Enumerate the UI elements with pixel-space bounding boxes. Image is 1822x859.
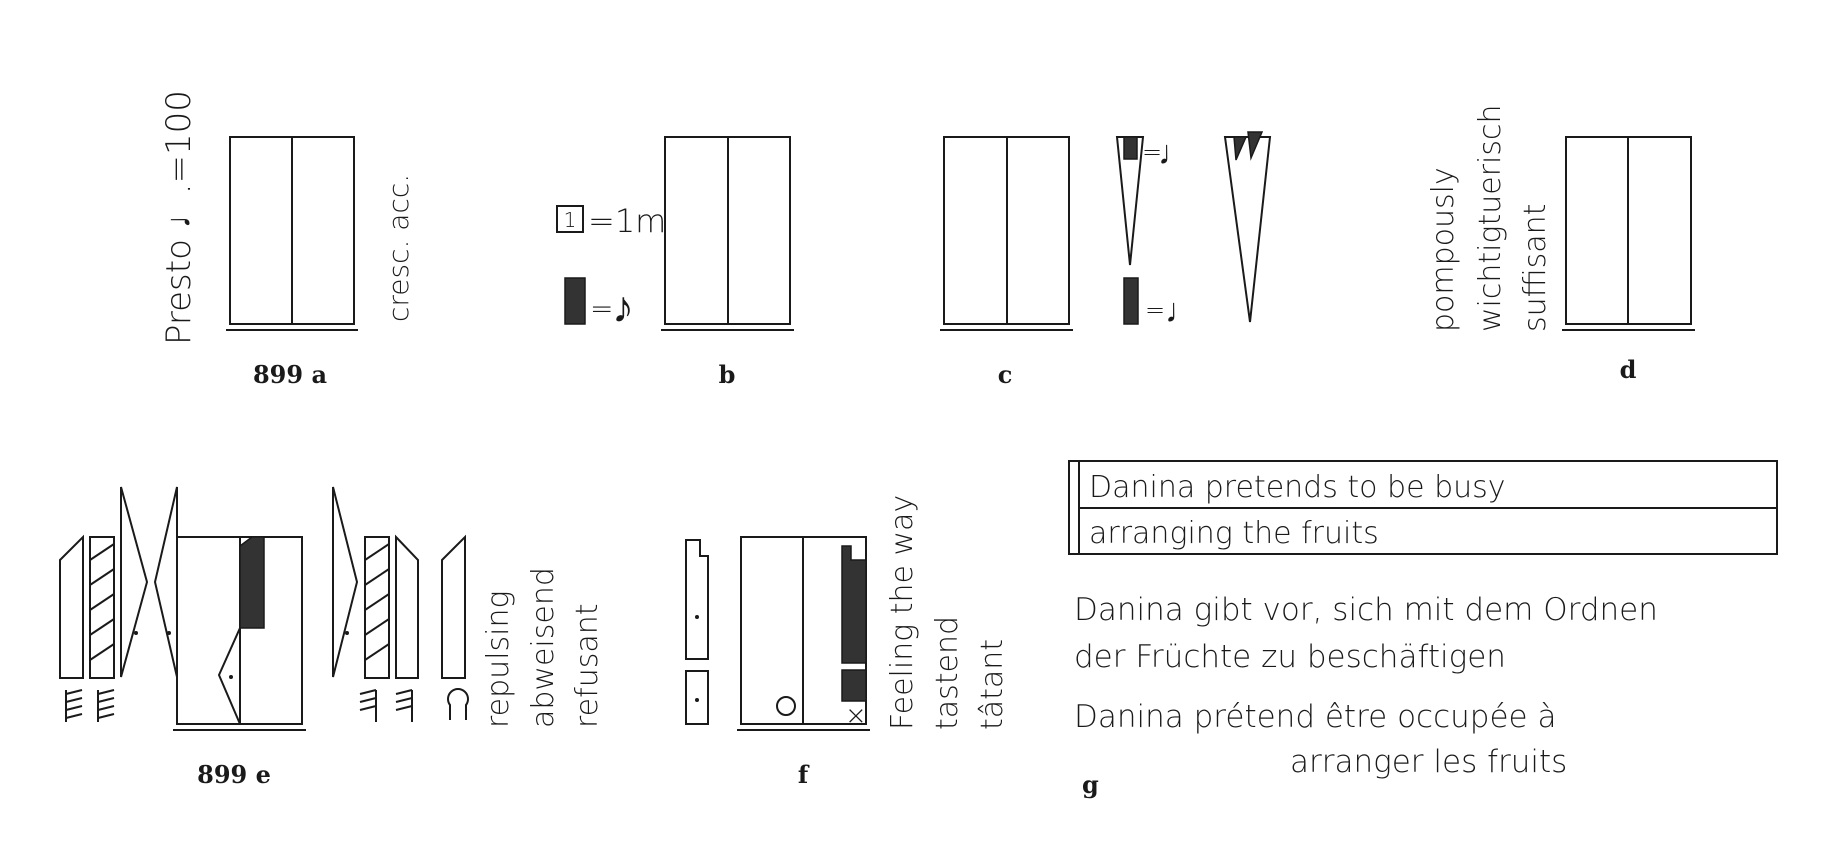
hatched-column-left bbox=[89, 536, 115, 679]
equals-sign-c-bottom: = bbox=[1145, 296, 1165, 324]
figure-899e: repulsing abweisend refusant 899 e bbox=[59, 486, 605, 789]
hatched-column-right bbox=[364, 536, 390, 679]
measure-number-box bbox=[556, 205, 584, 233]
direction-symbol-left-3 bbox=[153, 486, 178, 678]
black-column-upper bbox=[841, 545, 867, 664]
body-part-sign-right-2 bbox=[395, 689, 413, 722]
accent-mark-1 bbox=[1233, 136, 1248, 161]
word-tatant: tâtant bbox=[975, 639, 1010, 730]
equals-sign-c-top: = bbox=[1142, 138, 1162, 166]
black-direction-symbol bbox=[239, 536, 265, 629]
word-tastend: tastend bbox=[930, 616, 965, 730]
word-repulsing: repulsing bbox=[481, 590, 516, 728]
support-column-lower bbox=[685, 670, 709, 725]
black-block-top bbox=[1123, 136, 1138, 160]
hold-circle-icon bbox=[776, 696, 796, 716]
decrescendo-wedge-large bbox=[1223, 136, 1272, 323]
direction-dot-left-2 bbox=[134, 631, 138, 635]
german-text-1: Danina gibt vor, sich mit dem Ordnen bbox=[1074, 592, 1658, 628]
word-wichtigtuerisch: wichtigtuerisch bbox=[1473, 104, 1508, 332]
figure-f: × Feeling the way tastend tâtant f bbox=[685, 495, 1010, 789]
caption-b: b bbox=[719, 360, 736, 389]
french-text-1: Danina prétend être occupée à bbox=[1074, 699, 1556, 735]
equals-sign-b: = bbox=[590, 292, 613, 325]
box-text-english-2: arranging the fruits bbox=[1089, 516, 1379, 551]
release-x-icon: × bbox=[845, 701, 867, 731]
hook-sign bbox=[447, 688, 469, 720]
direction-symbol-left-1 bbox=[59, 534, 84, 679]
support-dot-upper bbox=[695, 615, 699, 619]
word-suffisant: suffisant bbox=[1518, 204, 1553, 332]
black-column-lower bbox=[841, 669, 867, 702]
direction-dot-right-1 bbox=[345, 631, 349, 635]
support-dot-lower bbox=[695, 698, 699, 702]
direction-symbol-left-2 bbox=[120, 486, 149, 678]
figure-d: pompously wichtigtuerisch suffisant d bbox=[1426, 104, 1695, 384]
measure-equation: =1m bbox=[588, 202, 666, 240]
caption-c: c bbox=[998, 360, 1013, 389]
caption-d: d bbox=[1620, 355, 1637, 384]
caption-g: g bbox=[1082, 770, 1099, 799]
eighth-note-icon: ♪ bbox=[612, 282, 634, 333]
caption-f: f bbox=[798, 760, 810, 789]
accent-mark-2 bbox=[1247, 131, 1264, 161]
tempo-marking: Presto ♩.=100 bbox=[159, 90, 199, 345]
body-part-sign-left-1 bbox=[65, 689, 83, 722]
figure-c: = ♩ = ♩ c bbox=[940, 131, 1272, 389]
body-part-sign-right-1 bbox=[359, 689, 377, 722]
caption-899e: 899 e bbox=[197, 760, 271, 789]
figure-899a: Presto ♩.=100 cresc. acc. 899 a bbox=[159, 90, 415, 389]
measure-number: 1 bbox=[564, 208, 577, 232]
direction-symbol-right-3 bbox=[441, 534, 466, 679]
black-duration-block-b bbox=[564, 277, 586, 325]
word-refusant: refusant bbox=[570, 604, 605, 729]
direction-symbol-right-2 bbox=[395, 534, 419, 679]
word-abweisend: abweisend bbox=[526, 567, 561, 728]
caption-899a: 899 a bbox=[253, 360, 327, 389]
direction-dot-forward bbox=[229, 675, 233, 679]
black-block-bottom bbox=[1123, 277, 1139, 325]
word-feeling-the-way: Feeling the way bbox=[885, 495, 920, 730]
german-text-2: der Früchte zu beschäftigen bbox=[1074, 639, 1506, 675]
box-text-english-1: Danina pretends to be busy bbox=[1089, 470, 1506, 505]
french-text-2: arranger les fruits bbox=[1290, 744, 1567, 780]
direction-dot-left-3 bbox=[167, 631, 171, 635]
direction-symbol-right-1 bbox=[332, 486, 359, 678]
word-pompously: pompously bbox=[1426, 167, 1461, 332]
figure-g: Danina pretends to be busy arranging the… bbox=[1068, 460, 1778, 799]
quarter-note-icon-bottom: ♩ bbox=[1165, 291, 1199, 331]
support-column-upper bbox=[685, 539, 709, 660]
cresc-acc-direction: cresc. acc. bbox=[382, 174, 415, 322]
body-part-sign-left-2 bbox=[97, 689, 115, 722]
quarter-note-icon-top: ♩ bbox=[1158, 133, 1192, 173]
figure-b: 1 =1m = ♪ b bbox=[556, 136, 794, 389]
